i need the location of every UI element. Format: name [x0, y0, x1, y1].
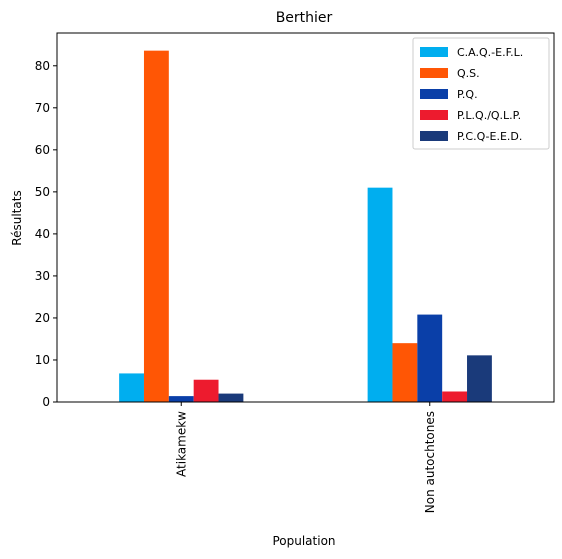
- plot-frame: [56, 32, 555, 403]
- legend-label: P.L.Q./Q.L.P.: [457, 109, 521, 122]
- y-axis-label: Résultats: [10, 190, 24, 245]
- bar: [168, 396, 194, 402]
- y-tick-label: 10: [35, 353, 50, 367]
- y-tick-label: 50: [35, 185, 50, 199]
- legend-label: P.C.Q-E.E.D.: [457, 130, 522, 143]
- legend: C.A.Q.-E.F.L. Q.S. P.Q. P.L.Q./Q.L.P. P.C.Q-…: [412, 37, 550, 150]
- y-axis: 0 10 20 30 40 50 60 70 80: [35, 59, 57, 409]
- bar: [467, 355, 492, 402]
- bar: [218, 393, 244, 402]
- bar: [193, 379, 219, 402]
- legend-swatch: [420, 47, 448, 57]
- y-tick-label: 60: [35, 143, 50, 157]
- bar: [367, 187, 393, 402]
- legend-label: P.Q.: [457, 88, 478, 101]
- legend-label: Q.S.: [457, 67, 480, 80]
- y-tick-label: 70: [35, 101, 50, 115]
- y-tick-label: 80: [35, 59, 50, 73]
- bar: [417, 314, 443, 402]
- chart-title: Berthier: [276, 10, 333, 26]
- y-tick-label: 40: [35, 227, 50, 241]
- bar: [119, 373, 144, 402]
- bar: [392, 343, 418, 402]
- y-tick-label: 0: [42, 395, 50, 409]
- legend-label: C.A.Q.-E.F.L.: [457, 46, 523, 59]
- y-tick-label: 20: [35, 311, 50, 325]
- legend-swatch: [420, 68, 448, 78]
- bar: [143, 50, 169, 402]
- y-tick-label: 30: [35, 269, 50, 283]
- bar: [442, 391, 468, 402]
- bars-group: [119, 50, 492, 402]
- x-tick-label: Atikamekw: [174, 411, 188, 477]
- legend-swatch: [420, 110, 448, 120]
- legend-box: [412, 37, 550, 150]
- legend-swatch: [420, 131, 448, 141]
- x-axis: Atikamekw Non autochtones: [174, 402, 437, 513]
- x-axis-label: Population: [272, 534, 335, 548]
- x-tick-label: Non autochtones: [423, 411, 437, 513]
- legend-swatch: [420, 89, 448, 99]
